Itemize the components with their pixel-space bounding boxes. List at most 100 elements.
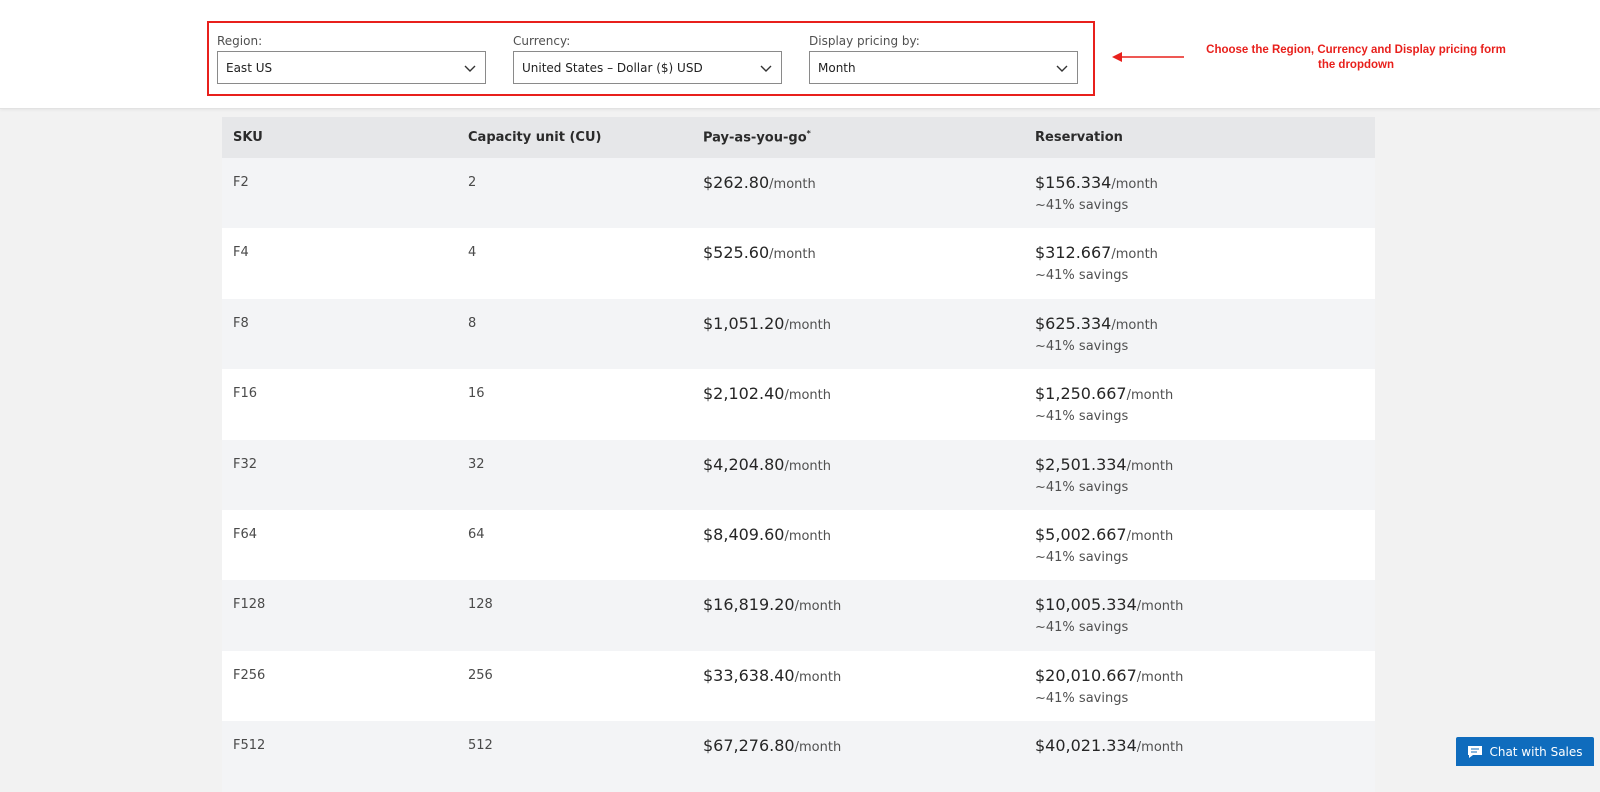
payg-price: $67,276.80 [703, 736, 795, 756]
sku-cell: F512 [233, 738, 266, 754]
region-select[interactable]: East US [217, 51, 486, 84]
chevron-down-icon [1056, 65, 1068, 72]
savings-text: ~41% savings [1035, 409, 1129, 425]
reservation-price: $5,002.667 [1035, 524, 1127, 544]
reservation-cell: $1,250.667/month ~41% savings [1024, 369, 1375, 424]
sku-cell: F2 [233, 175, 249, 190]
capacity-cell: 256 [468, 667, 493, 683]
savings-text: ~41% savings [1035, 549, 1129, 565]
table-row: F64 64 $8,409.60/month $5,002.667/month ~41%… [222, 509, 1375, 581]
reservation-cell: $5,002.667/month ~41% savings [1024, 510, 1375, 565]
table-row: F16 16 $2,102.40/month $1,250.667/month ~41%… [222, 369, 1375, 440]
reservation-price: $625.334 [1035, 313, 1112, 333]
filter-bar: Region: East US Currency: United States … [0, 0, 1600, 109]
payg-cell: $525.60/month [692, 228, 1024, 262]
payg-price: $4,204.80 [703, 454, 785, 474]
chevron-down-icon [760, 65, 772, 72]
payg-unit: /month [769, 247, 816, 263]
pricing-table: SKU Capacity unit (CU) Pay-as-you-go* Re… [222, 117, 1375, 792]
payg-price: $2,102.40 [703, 384, 785, 404]
table-row: F128 128 $16,819.20/month $10,005.334/month… [222, 580, 1375, 651]
reservation-cell: $20,010.667/month ~41% savings [1024, 651, 1375, 706]
table-row: F512 512 $67,276.80/month $40,021.334/month [222, 721, 1375, 792]
table-row: F32 32 $4,204.80/month $2,501.334/month ~41%… [222, 439, 1375, 510]
payg-price: $16,819.20 [703, 595, 795, 615]
payg-price: $1,051.20 [703, 313, 785, 333]
chevron-down-icon [464, 65, 476, 72]
reservation-price: $156.334 [1035, 173, 1112, 192]
savings-text: ~41% savings [1035, 198, 1129, 213]
payg-price: $8,409.60 [703, 524, 785, 544]
payg-unit: /month [769, 177, 816, 192]
reservation-unit: /month [1111, 317, 1158, 333]
reservation-price: $312.667 [1035, 243, 1112, 263]
header-payg-label: Pay-as-you-go [703, 130, 807, 146]
payg-cell: $33,638.40/month [692, 651, 1024, 685]
reservation-unit: /month [1111, 177, 1158, 192]
table-row: F8 8 $1,051.20/month $625.334/month ~41% sav… [222, 298, 1375, 370]
table-row: F256 256 $33,638.40/month $20,010.667/month… [222, 650, 1375, 722]
sku-cell: F128 [233, 597, 266, 613]
savings-text: ~41% savings [1035, 268, 1129, 284]
annotation-text: Choose the Region, Currency and Display … [1206, 44, 1506, 71]
reservation-price: $10,005.334 [1035, 595, 1137, 615]
reservation-cell: $10,005.334/month ~41% savings [1024, 580, 1375, 635]
payg-cell: $2,102.40/month [692, 369, 1024, 403]
savings-text: ~41% savings [1035, 338, 1129, 354]
reservation-unit: /month [1126, 458, 1174, 474]
reservation-unit: /month [1136, 669, 1184, 685]
sku-cell: F16 [233, 386, 258, 402]
arrow-left-icon [1112, 52, 1184, 62]
payg-cell: $4,204.80/month [692, 440, 1024, 474]
reservation-unit: /month [1126, 388, 1174, 404]
table-body: F2 2 $262.80/month $156.334/month ~41% savin… [222, 158, 1375, 792]
sku-cell: F32 [233, 456, 258, 472]
savings-text: ~41% savings [1035, 690, 1129, 706]
capacity-cell: 128 [468, 597, 493, 613]
reservation-cell: $40,021.334/month [1024, 721, 1375, 761]
footnote-marker: * [806, 129, 811, 139]
payg-unit: /month [794, 599, 842, 615]
reservation-price: $2,501.334 [1035, 454, 1127, 474]
payg-unit: /month [794, 669, 842, 685]
reservation-cell: $156.334/month ~41% savings [1024, 158, 1375, 213]
chat-with-sales-button[interactable]: Chat with Sales [1456, 737, 1594, 766]
reservation-price: $40,021.334 [1035, 736, 1137, 756]
reservation-cell: $625.334/month ~41% savings [1024, 299, 1375, 354]
payg-price: $262.80 [703, 173, 770, 192]
sku-cell: F8 [233, 315, 249, 331]
payg-cell: $262.80/month [692, 158, 1024, 192]
display-select[interactable]: Month [809, 51, 1078, 84]
reservation-unit: /month [1111, 247, 1158, 263]
currency-label: Currency: [513, 34, 571, 48]
reservation-unit: /month [1126, 528, 1174, 544]
table-row: F4 4 $525.60/month $312.667/month ~41% savin… [222, 228, 1375, 299]
payg-cell: $67,276.80/month [692, 721, 1024, 755]
currency-filter: Currency: United States – Dollar ($) USD [513, 33, 782, 84]
savings-text: ~41% savings [1035, 620, 1129, 636]
capacity-cell: 32 [468, 456, 485, 472]
reservation-price: $1,250.667 [1035, 384, 1127, 404]
chat-label: Chat with Sales [1489, 744, 1583, 759]
filter-highlight-box: Region: East US Currency: United States … [207, 21, 1095, 96]
header-reservation: Reservation [1035, 130, 1123, 145]
reservation-unit: /month [1136, 599, 1184, 615]
reservation-cell: $2,501.334/month ~41% savings [1024, 440, 1375, 495]
capacity-cell: 8 [468, 315, 477, 331]
savings-text: ~41% savings [1035, 479, 1129, 495]
payg-price: $525.60 [703, 243, 770, 263]
table-header: SKU Capacity unit (CU) Pay-as-you-go* Re… [222, 117, 1375, 158]
capacity-cell: 4 [468, 245, 477, 261]
display-label: Display pricing by: [809, 34, 920, 48]
capacity-cell: 64 [468, 526, 485, 542]
payg-unit: /month [784, 458, 832, 474]
payg-price: $33,638.40 [703, 665, 795, 685]
display-filter: Display pricing by: Month [809, 33, 1078, 84]
payg-cell: $8,409.60/month [692, 510, 1024, 544]
reservation-price: $20,010.667 [1035, 665, 1137, 685]
currency-select[interactable]: United States – Dollar ($) USD [513, 51, 782, 84]
header-capacity: Capacity unit (CU) [468, 130, 602, 145]
sku-cell: F64 [233, 526, 258, 542]
payg-unit: /month [784, 388, 832, 404]
capacity-cell: 2 [468, 175, 477, 190]
